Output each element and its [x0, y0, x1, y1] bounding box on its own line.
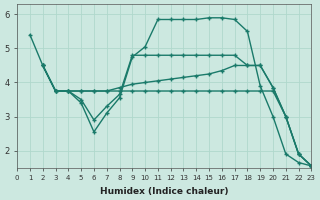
- X-axis label: Humidex (Indice chaleur): Humidex (Indice chaleur): [100, 187, 228, 196]
